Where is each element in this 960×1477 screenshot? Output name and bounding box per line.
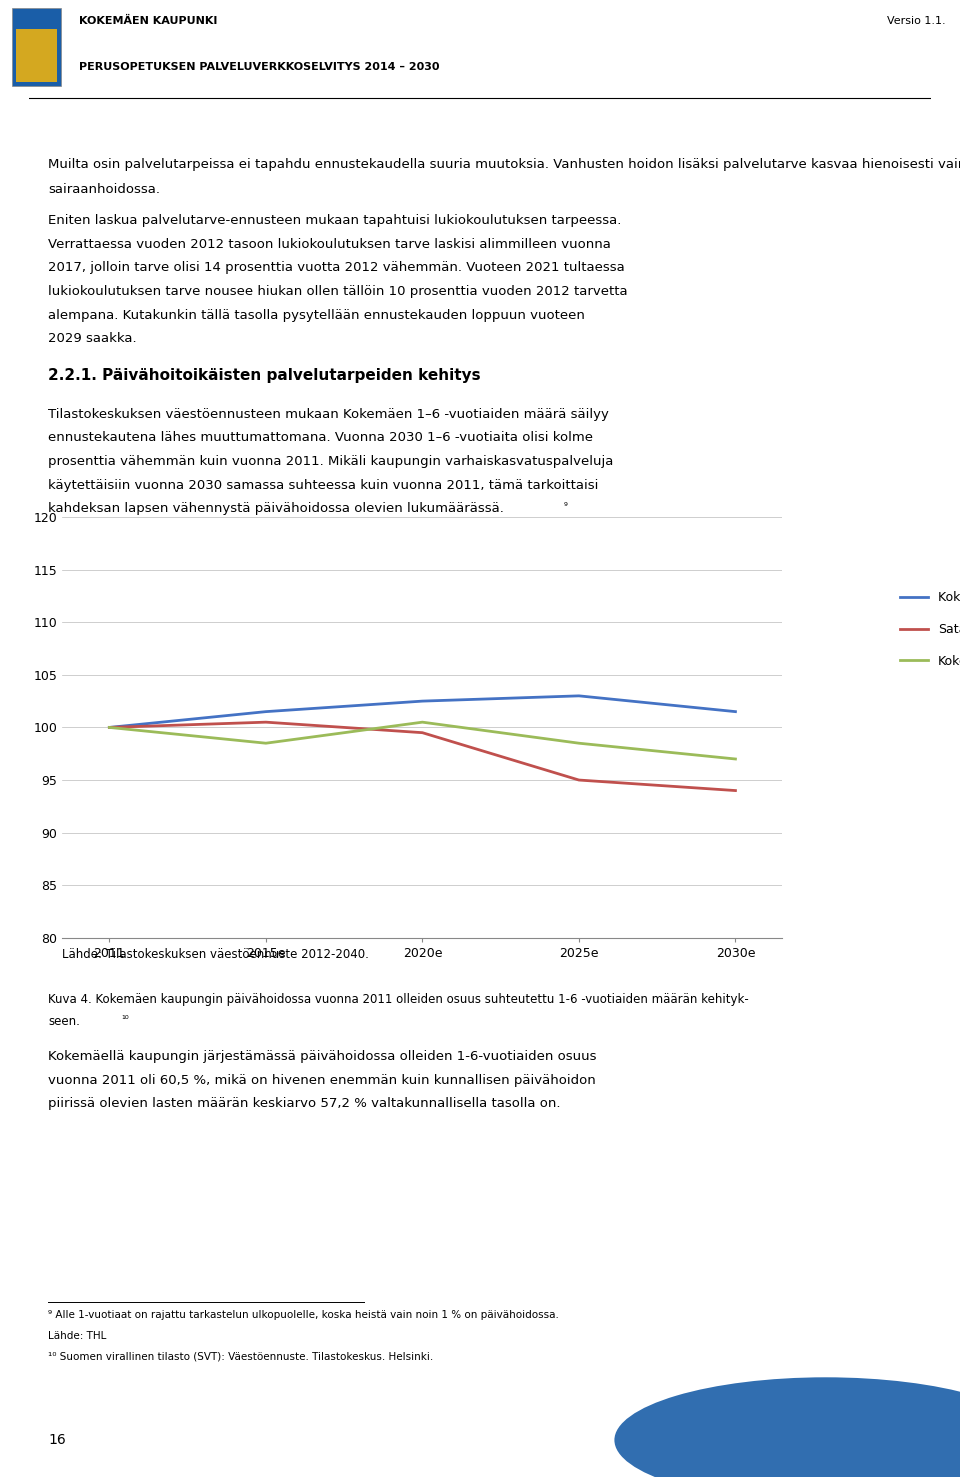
Ellipse shape — [614, 1377, 960, 1477]
Text: Verrattaessa vuoden 2012 tasoon lukiokoulutuksen tarve laskisi alimmilleen vuonn: Verrattaessa vuoden 2012 tasoon lukiokou… — [48, 238, 611, 251]
Text: Kokemäellä kaupungin järjestämässä päivähoidossa olleiden 1-6-vuotiaiden osuus: Kokemäellä kaupungin järjestämässä päivä… — [48, 1050, 596, 1063]
Text: sairaanhoidossa.: sairaanhoidossa. — [48, 183, 160, 196]
Text: ¹⁰ Suomen virallinen tilasto (SVT): Väestöennuste. Tilastokeskus. Helsinki.: ¹⁰ Suomen virallinen tilasto (SVT): Väes… — [48, 1351, 433, 1362]
Text: Muilta osin palvelutarpeissa ei tapahdu ennustekaudella suuria muutoksia. Vanhus: Muilta osin palvelutarpeissa ei tapahdu … — [48, 158, 960, 171]
Text: Lähde: Tilastokeskuksen väestöennuste 2012-2040.: Lähde: Tilastokeskuksen väestöennuste 20… — [62, 948, 370, 962]
Text: ⁹ Alle 1-vuotiaat on rajattu tarkastelun ulkopuolelle, koska heistä vain noin 1 : ⁹ Alle 1-vuotiaat on rajattu tarkastelun… — [48, 1310, 559, 1320]
Text: Eniten laskua palvelutarve-ennusteen mukaan tapahtuisi lukiokoulutuksen tarpeess: Eniten laskua palvelutarve-ennusteen muk… — [48, 214, 621, 227]
Text: ennustekautena lähes muuttumattomana. Vuonna 2030 1–6 -vuotiaita olisi kolme: ennustekautena lähes muuttumattomana. Vu… — [48, 431, 593, 445]
Text: 2017, jolloin tarve olisi 14 prosenttia vuotta 2012 vähemmän. Vuoteen 2021 tulta: 2017, jolloin tarve olisi 14 prosenttia … — [48, 261, 625, 275]
Text: kahdeksan lapsen vähennystä päivähoidossa olevien lukumäärässä.: kahdeksan lapsen vähennystä päivähoidoss… — [48, 502, 504, 515]
Text: vuonna 2011 oli 60,5 %, mikä on hivenen enemmän kuin kunnallisen päivähoidon: vuonna 2011 oli 60,5 %, mikä on hivenen … — [48, 1074, 596, 1087]
Text: prosenttia vähemmän kuin vuonna 2011. Mikäli kaupungin varhaiskasvatuspalveluja: prosenttia vähemmän kuin vuonna 2011. Mi… — [48, 455, 613, 468]
Text: 2.2.1. Päivähoitoikäisten palvelutarpeiden kehitys: 2.2.1. Päivähoitoikäisten palvelutarpeid… — [48, 368, 481, 383]
Text: piirissä olevien lasten määrän keskiarvo 57,2 % valtakunnallisella tasolla on.: piirissä olevien lasten määrän keskiarvo… — [48, 1097, 561, 1111]
Text: 16: 16 — [48, 1433, 65, 1446]
Text: Lähde: THL: Lähde: THL — [48, 1331, 107, 1341]
Text: Kuva 4. Kokemäen kaupungin päivähoidossa vuonna 2011 olleiden osuus suhteutettu : Kuva 4. Kokemäen kaupungin päivähoidossa… — [48, 993, 749, 1006]
Text: PERUSOPETUKSEN PALVELUVERKKOSELVITYS 2014 – 2030: PERUSOPETUKSEN PALVELUVERKKOSELVITYS 201… — [79, 62, 440, 72]
Text: KOKEMÄEN KAUPUNKI: KOKEMÄEN KAUPUNKI — [79, 16, 217, 27]
Text: Tilastokeskuksen väestöennusteen mukaan Kokemäen 1–6 -vuotiaiden määrä säilyy: Tilastokeskuksen väestöennusteen mukaan … — [48, 408, 609, 421]
Text: ¹⁰: ¹⁰ — [121, 1015, 129, 1025]
Text: seen.: seen. — [48, 1015, 80, 1028]
Text: lukiokoulutuksen tarve nousee hiukan ollen tällöin 10 prosenttia vuoden 2012 tar: lukiokoulutuksen tarve nousee hiukan oll… — [48, 285, 628, 298]
Text: alempana. Kutakunkin tällä tasolla pysytellään ennustekauden loppuun vuoteen: alempana. Kutakunkin tällä tasolla pysyt… — [48, 309, 585, 322]
Text: Versio 1.1.: Versio 1.1. — [887, 16, 946, 27]
Legend: Koko maa, Satakunta, Kokemäki: Koko maa, Satakunta, Kokemäki — [896, 586, 960, 674]
Text: käytettäisiin vuonna 2030 samassa suhteessa kuin vuonna 2011, tämä tarkoittaisi: käytettäisiin vuonna 2030 samassa suhtee… — [48, 479, 598, 492]
Bar — [12, 7, 61, 86]
Bar — [16, 30, 57, 81]
Text: 2029 saakka.: 2029 saakka. — [48, 332, 136, 346]
Text: ⁹: ⁹ — [564, 502, 567, 513]
